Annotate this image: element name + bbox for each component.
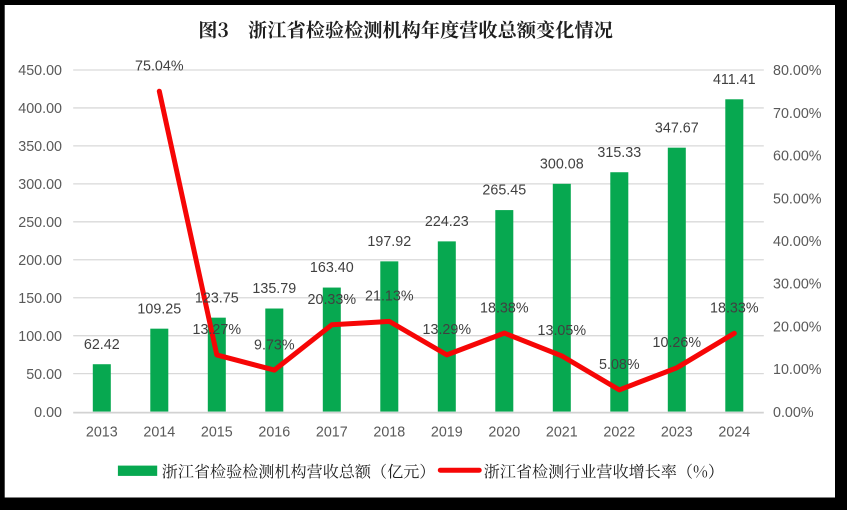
svg-text:9.73%: 9.73%	[254, 337, 295, 353]
svg-text:300.00: 300.00	[18, 177, 62, 193]
svg-text:100.00: 100.00	[18, 329, 62, 345]
svg-text:80.00%: 80.00%	[773, 63, 822, 79]
svg-text:2020: 2020	[488, 425, 520, 441]
svg-text:50.00: 50.00	[26, 367, 62, 383]
svg-text:123.75: 123.75	[195, 290, 239, 306]
svg-text:2017: 2017	[316, 425, 348, 441]
svg-text:2016: 2016	[258, 425, 290, 441]
svg-text:18.33%: 18.33%	[710, 301, 759, 317]
svg-text:18.38%: 18.38%	[480, 300, 529, 316]
svg-text:2013: 2013	[86, 425, 118, 441]
svg-text:40.00%: 40.00%	[773, 234, 822, 250]
svg-text:13.29%: 13.29%	[423, 322, 472, 338]
svg-text:300.08: 300.08	[540, 156, 584, 172]
svg-text:20.33%: 20.33%	[308, 292, 357, 308]
svg-text:265.45: 265.45	[482, 183, 526, 199]
svg-text:2022: 2022	[603, 425, 635, 441]
svg-text:2014: 2014	[143, 425, 175, 441]
svg-text:109.25: 109.25	[137, 301, 181, 317]
svg-text:2015: 2015	[201, 425, 233, 441]
svg-text:50.00%: 50.00%	[773, 191, 822, 207]
svg-text:2021: 2021	[546, 425, 578, 441]
svg-text:30.00%: 30.00%	[773, 277, 822, 293]
svg-text:13.05%: 13.05%	[538, 323, 587, 339]
svg-text:75.04%: 75.04%	[135, 58, 184, 74]
svg-text:250.00: 250.00	[18, 215, 62, 231]
svg-text:60.00%: 60.00%	[773, 149, 822, 165]
svg-text:2018: 2018	[373, 425, 405, 441]
svg-text:347.67: 347.67	[655, 120, 699, 136]
svg-text:2019: 2019	[431, 425, 463, 441]
svg-text:20.00%: 20.00%	[773, 319, 822, 335]
svg-text:70.00%: 70.00%	[773, 106, 822, 122]
svg-text:450.00: 450.00	[18, 63, 62, 79]
svg-text:62.42: 62.42	[84, 337, 120, 353]
svg-text:224.23: 224.23	[425, 214, 469, 230]
svg-text:315.33: 315.33	[597, 145, 641, 161]
svg-text:197.92: 197.92	[367, 234, 411, 250]
svg-text:10.00%: 10.00%	[773, 362, 822, 378]
svg-text:2024: 2024	[718, 425, 750, 441]
svg-text:21.13%: 21.13%	[365, 289, 414, 305]
svg-text:2023: 2023	[661, 425, 693, 441]
svg-text:135.79: 135.79	[252, 281, 296, 297]
svg-text:0.00: 0.00	[34, 405, 62, 421]
svg-text:400.00: 400.00	[18, 101, 62, 117]
svg-text:10.26%: 10.26%	[653, 335, 702, 351]
svg-text:13.27%: 13.27%	[193, 322, 242, 338]
svg-text:0.00%: 0.00%	[773, 405, 814, 421]
svg-text:163.40: 163.40	[310, 260, 354, 276]
svg-text:411.41: 411.41	[713, 72, 756, 88]
svg-text:5.08%: 5.08%	[599, 357, 640, 373]
svg-text:150.00: 150.00	[18, 291, 62, 307]
svg-text:350.00: 350.00	[18, 139, 62, 155]
svg-text:200.00: 200.00	[18, 253, 62, 269]
